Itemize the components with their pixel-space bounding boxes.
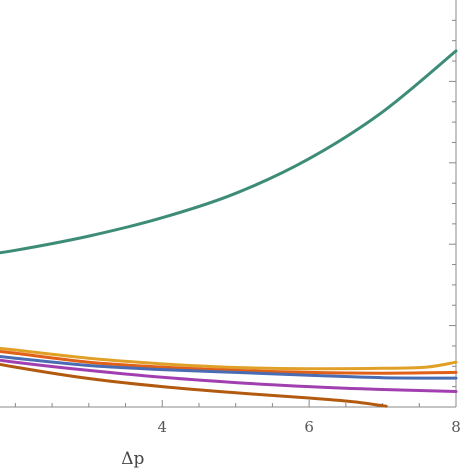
series-line-6: [0, 362, 388, 408]
series-line-2: [0, 346, 458, 371]
series-line-3: [0, 350, 458, 375]
x-tick-labels: 4 6 8: [157, 418, 460, 436]
series-layer: [0, 49, 458, 408]
plot-frame: [0, 0, 457, 408]
series-line-4: [0, 355, 458, 380]
series-line-1: [0, 49, 458, 255]
x-tick-label: 8: [451, 418, 461, 436]
x-axis-label: Δp: [121, 449, 144, 469]
x-tick-label: 4: [157, 418, 167, 436]
axis-ticks: [14, 19, 457, 407]
x-tick-label: 6: [304, 418, 314, 436]
series-line-5: [0, 358, 458, 393]
